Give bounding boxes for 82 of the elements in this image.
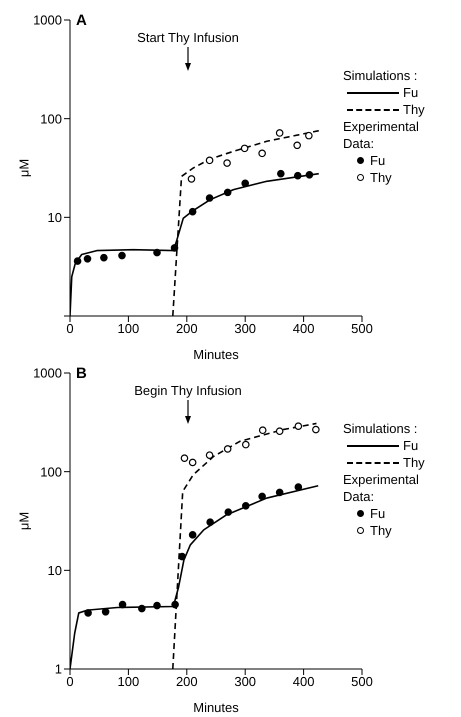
annotation: Start Thy Infusion bbox=[136, 30, 240, 45]
point bbox=[223, 159, 231, 167]
point bbox=[224, 188, 232, 196]
legend-title: Simulations : bbox=[343, 420, 418, 437]
y-tick-label: 1000 bbox=[33, 12, 62, 28]
point bbox=[84, 254, 92, 263]
annotation: Begin Thy Infusion bbox=[133, 383, 243, 398]
point bbox=[294, 172, 302, 180]
point bbox=[224, 445, 232, 453]
point bbox=[84, 609, 92, 617]
point bbox=[188, 175, 196, 183]
point bbox=[206, 156, 214, 164]
y-axis-title: μM bbox=[16, 512, 32, 530]
x-tick-label: 0 bbox=[66, 674, 74, 690]
point bbox=[206, 451, 214, 459]
point bbox=[206, 194, 214, 202]
legend-label: Fu bbox=[403, 84, 418, 101]
x-tick-label: 0 bbox=[66, 321, 74, 336]
point bbox=[258, 150, 266, 158]
point bbox=[293, 142, 301, 150]
x-axis-title: Minutes bbox=[193, 347, 240, 362]
y-tick-label: 1 bbox=[54, 662, 62, 677]
x-tick-label: 500 bbox=[351, 674, 373, 690]
x-tick-label: 300 bbox=[234, 321, 256, 336]
annotation: Experimental Data: bbox=[343, 118, 420, 152]
y-axis-title: μM bbox=[16, 158, 32, 178]
legend-label: Thy bbox=[370, 169, 392, 186]
x-tick-label: 200 bbox=[176, 321, 198, 336]
point bbox=[153, 248, 161, 256]
x-tick-label: 300 bbox=[234, 674, 256, 690]
point bbox=[294, 483, 302, 491]
x-tick-label: 100 bbox=[118, 321, 140, 336]
legend-title: Simulations : bbox=[343, 67, 418, 84]
x-tick-label: 100 bbox=[118, 674, 140, 690]
point bbox=[138, 604, 146, 612]
point bbox=[306, 170, 314, 179]
y-tick-label: 100 bbox=[40, 464, 62, 480]
point bbox=[118, 252, 126, 260]
legend-label: Fu bbox=[370, 152, 386, 169]
point bbox=[276, 427, 284, 436]
point bbox=[240, 144, 248, 152]
point bbox=[312, 426, 320, 434]
y-tick-label: 10 bbox=[48, 210, 62, 225]
legend-label: Fu bbox=[370, 505, 386, 522]
x-tick-label: 400 bbox=[292, 674, 314, 690]
y-tick-label: 100 bbox=[40, 111, 62, 126]
legend-label: Thy bbox=[403, 454, 425, 471]
point bbox=[258, 492, 266, 500]
point bbox=[276, 488, 284, 496]
chart-title: A bbox=[76, 12, 87, 29]
point bbox=[305, 132, 313, 140]
point bbox=[188, 208, 196, 216]
point bbox=[276, 129, 284, 137]
point bbox=[153, 602, 161, 610]
point bbox=[277, 170, 285, 178]
point bbox=[241, 180, 249, 188]
point bbox=[178, 552, 186, 560]
legend-label: Thy bbox=[403, 101, 425, 118]
point bbox=[242, 502, 250, 510]
point bbox=[258, 426, 267, 434]
point bbox=[170, 244, 178, 252]
legend-label: Thy bbox=[370, 522, 392, 539]
point bbox=[242, 440, 250, 448]
y-tick-label: 10 bbox=[48, 562, 62, 578]
y-tick-label: 1000 bbox=[33, 366, 62, 381]
x-tick-label: 500 bbox=[351, 321, 373, 336]
point bbox=[224, 508, 232, 516]
point bbox=[171, 600, 179, 608]
chart-title: B bbox=[76, 365, 87, 382]
point bbox=[206, 518, 214, 526]
point bbox=[180, 454, 188, 462]
x-tick-label: 400 bbox=[292, 321, 314, 336]
point bbox=[100, 254, 108, 262]
point bbox=[188, 531, 196, 539]
point bbox=[118, 600, 126, 608]
x-axis-title: Minutes bbox=[193, 700, 240, 715]
point bbox=[294, 422, 302, 430]
point bbox=[74, 257, 82, 265]
point bbox=[188, 458, 196, 466]
legend-label: Fu bbox=[403, 437, 418, 454]
x-tick-label: 200 bbox=[176, 674, 198, 690]
annotation: Experimental Data: bbox=[343, 471, 420, 505]
